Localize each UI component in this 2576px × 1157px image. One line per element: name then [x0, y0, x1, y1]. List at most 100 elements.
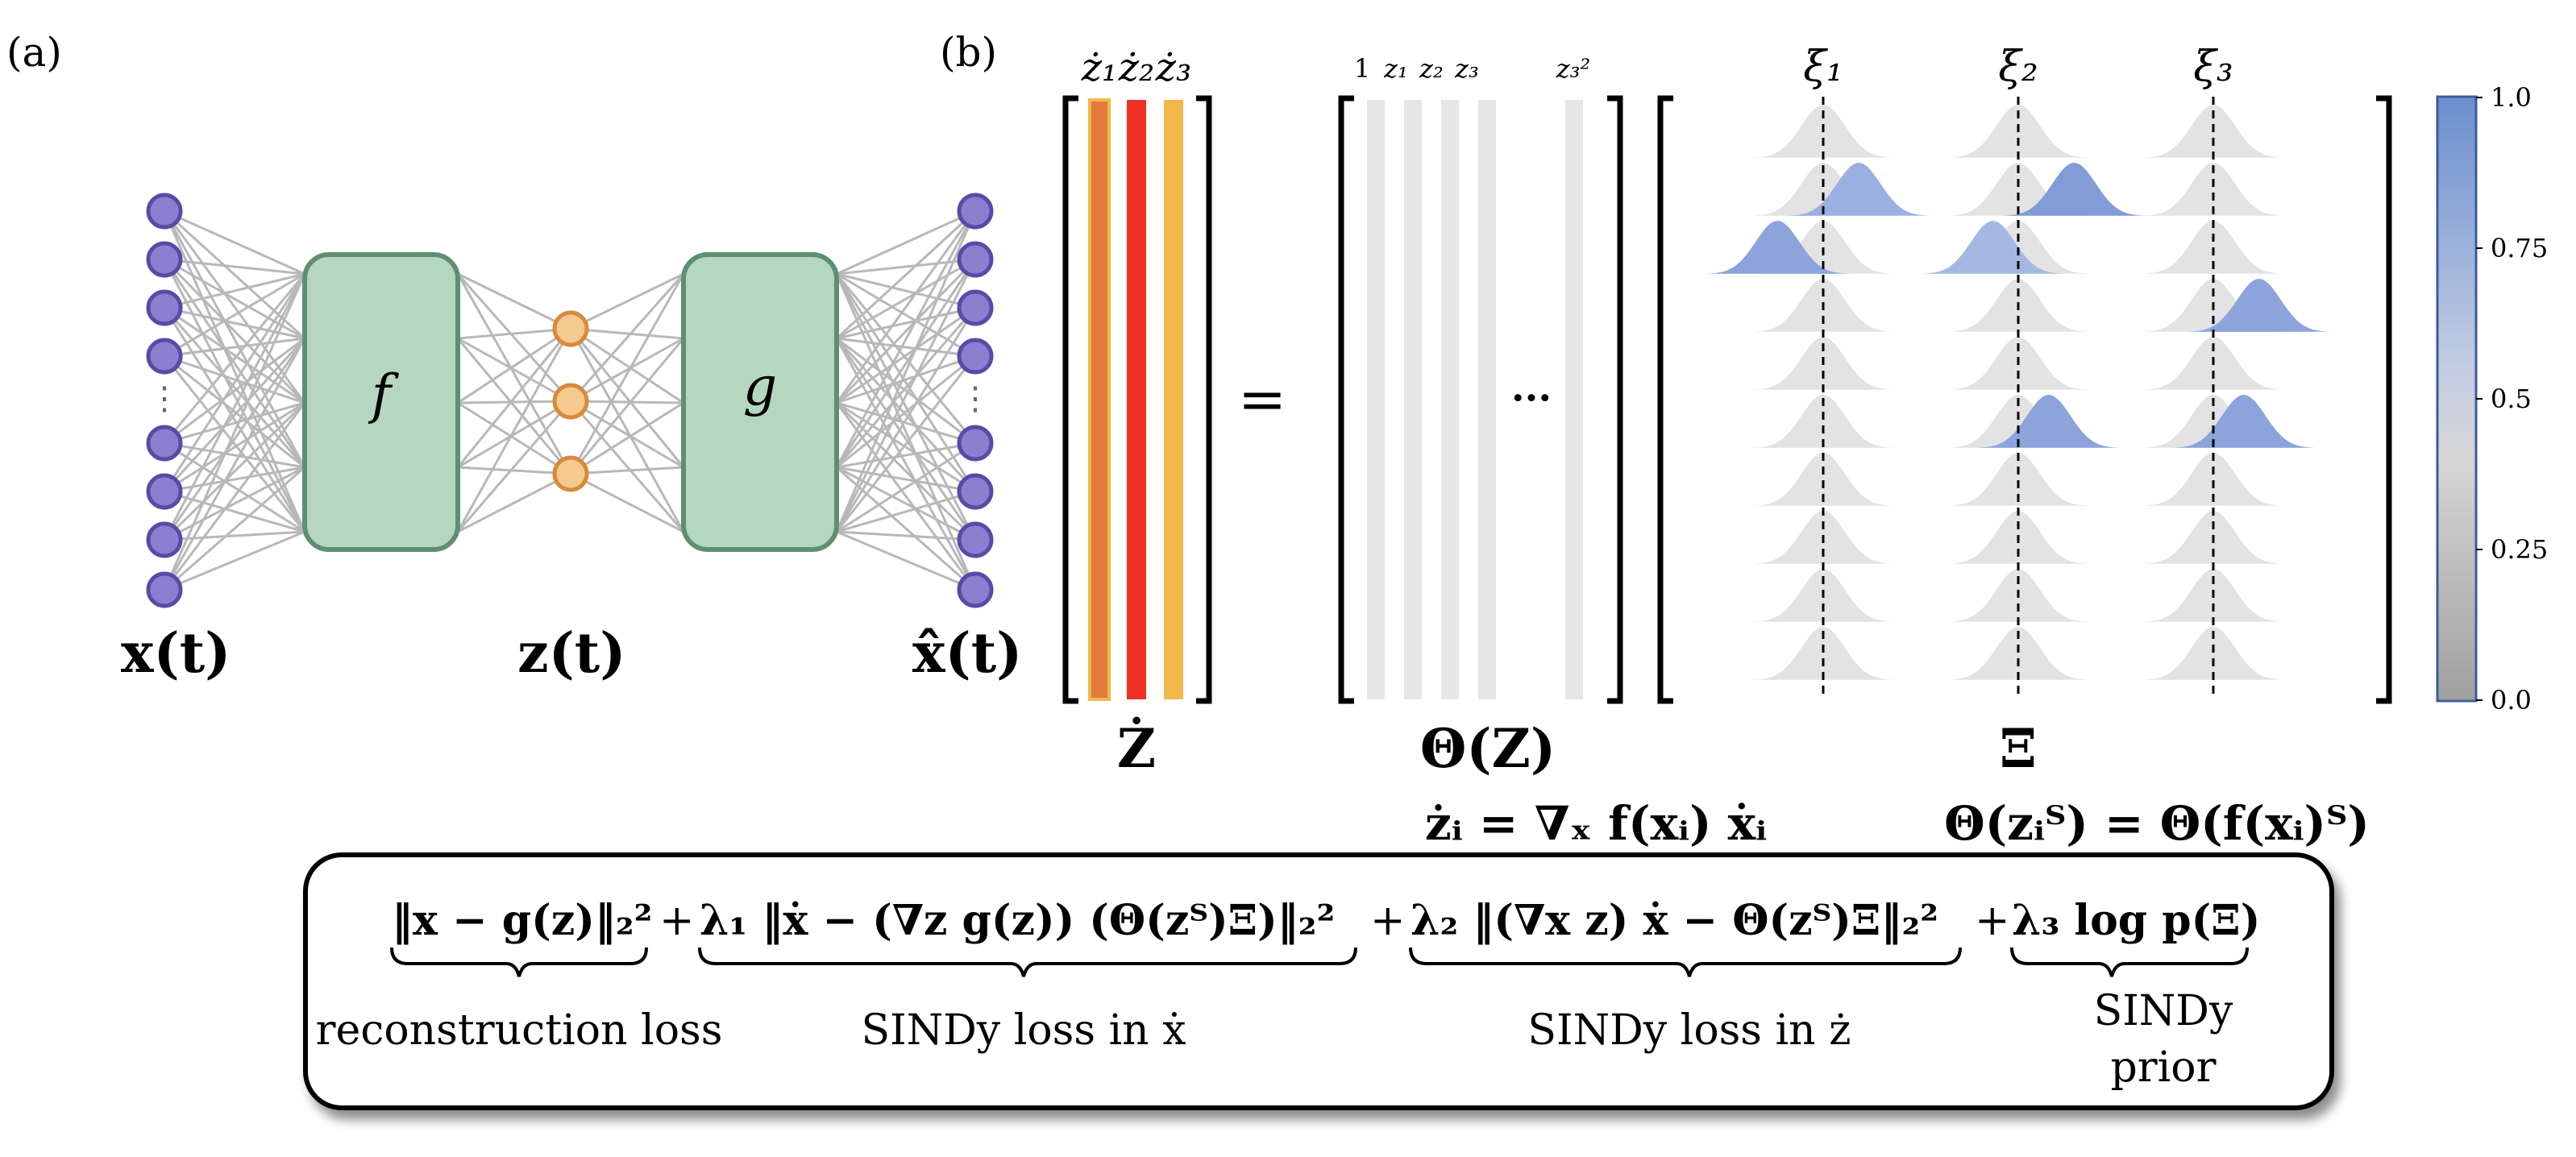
output-node: [957, 241, 994, 278]
xi-distribution-gray: [2141, 163, 2286, 216]
theta-header-z3sq: z₃²: [1556, 53, 1591, 84]
network-edge: [836, 466, 976, 591]
network-edge: [163, 338, 306, 541]
loss-plus-2: +: [1370, 897, 1406, 945]
xi-matrix: [1657, 95, 2392, 704]
loss-label-prior-line2: prior: [2111, 1043, 2217, 1092]
network-edge: [835, 338, 977, 591]
panel-a-label: (a): [6, 29, 62, 76]
underbrace-4: [2010, 947, 2249, 977]
network-edge: [569, 273, 685, 402]
colorbar-tick-0: 0.0: [2491, 685, 2532, 715]
network-edge: [836, 258, 976, 276]
network-edge: [835, 273, 977, 591]
latent-label: z(t): [517, 621, 625, 686]
encoder-box: [302, 252, 460, 552]
loss-term-reconstruction: ‖x − g(z)‖₂²: [392, 896, 652, 945]
network-edge: [570, 466, 684, 475]
theta-header-1: 1: [1354, 53, 1370, 84]
network-edge: [164, 258, 305, 276]
theta-matrix: [1338, 95, 1623, 704]
xi-distribution-peak: [1786, 163, 1932, 216]
theta-ellipsis: ···: [1511, 375, 1552, 421]
zdot1-header: ż₁: [1081, 45, 1118, 90]
latent-node: [552, 310, 589, 347]
network-edge: [164, 466, 305, 493]
network-edge: [164, 355, 305, 469]
input-label: x(t): [121, 621, 231, 686]
decoder-label: g: [743, 355, 777, 417]
colorbar: [2436, 95, 2478, 703]
network-edge: [836, 209, 976, 276]
theta-column-1: [1367, 100, 1385, 699]
xi-distribution-peak: [2001, 163, 2147, 216]
network-edge: [835, 273, 977, 541]
theta-header-z2: z₂: [1419, 53, 1444, 84]
xi-distribution-peak: [1920, 221, 2066, 274]
input-node: [146, 241, 183, 278]
input-node: [146, 571, 183, 608]
xi-distribution-peak: [1976, 395, 2121, 448]
network-edge: [163, 402, 306, 591]
theta-header-z3: z₃: [1454, 53, 1479, 84]
theta-column-z3sq: [1565, 100, 1583, 699]
network-edge: [569, 338, 685, 475]
network-edge: [835, 273, 977, 444]
network-edge: [164, 306, 305, 404]
network-edges: [163, 209, 977, 591]
xi2-header: ξ₂: [1998, 43, 2038, 91]
network-edge: [570, 327, 684, 340]
xi-distribution-gray: [1946, 627, 2091, 680]
network-edge: [836, 306, 976, 404]
network-edge: [836, 355, 976, 404]
network-edge: [569, 328, 685, 468]
latent-node: [552, 383, 589, 420]
network-edge: [457, 401, 571, 475]
xi-distribution-peak: [2171, 395, 2316, 448]
network-edge: [456, 273, 572, 402]
network-edge: [570, 472, 684, 533]
colorbar-tick-075: 0.75: [2491, 233, 2548, 263]
network-edge: [835, 401, 977, 541]
latent-node: [552, 455, 589, 492]
network-edge: [163, 401, 306, 541]
network-edge: [163, 273, 306, 492]
panel-b-label: (b): [940, 29, 997, 76]
network-edge: [164, 466, 305, 541]
network-edge: [835, 337, 977, 493]
output-node: [957, 425, 994, 462]
network-edge: [164, 442, 305, 469]
network-edge: [456, 328, 572, 468]
loss-plus-1: +: [659, 897, 695, 945]
xi-distribution-gray: [1946, 453, 2091, 506]
network-edge: [163, 338, 306, 591]
network-edge: [457, 327, 571, 340]
xi-distribution-peak: [1705, 221, 1851, 274]
zdot-matrix: [1062, 95, 1212, 704]
xi-distribution-gray: [1751, 221, 1896, 274]
network-edge: [163, 337, 306, 493]
xi-distribution-gray: [2141, 221, 2286, 274]
input-ellipsis: ⋮: [148, 380, 181, 417]
theta-column-z3: [1478, 100, 1496, 699]
network-edge: [164, 355, 305, 404]
network-edge: [163, 273, 306, 591]
theta-column-z2: [1441, 100, 1459, 699]
theta-formula: Θ(zᵢᵀ) = Θ(f(xᵢ)ᵀ): [1944, 796, 2370, 851]
network-edge: [164, 209, 305, 276]
network-edge: [836, 466, 976, 493]
network-edge: [164, 272, 305, 309]
colorbar-ticks: [2476, 97, 2483, 701]
zdot3-column: [1164, 100, 1183, 699]
network-edge: [457, 472, 571, 533]
network-edge: [457, 400, 571, 404]
loss-function-box: [303, 852, 2334, 1110]
input-node: [146, 338, 183, 375]
network-edge: [835, 307, 977, 533]
theta-header-z1: z₁: [1383, 53, 1408, 84]
xi-distribution-gray: [1946, 395, 2091, 448]
output-node: [957, 289, 994, 326]
network-edge: [164, 272, 305, 358]
